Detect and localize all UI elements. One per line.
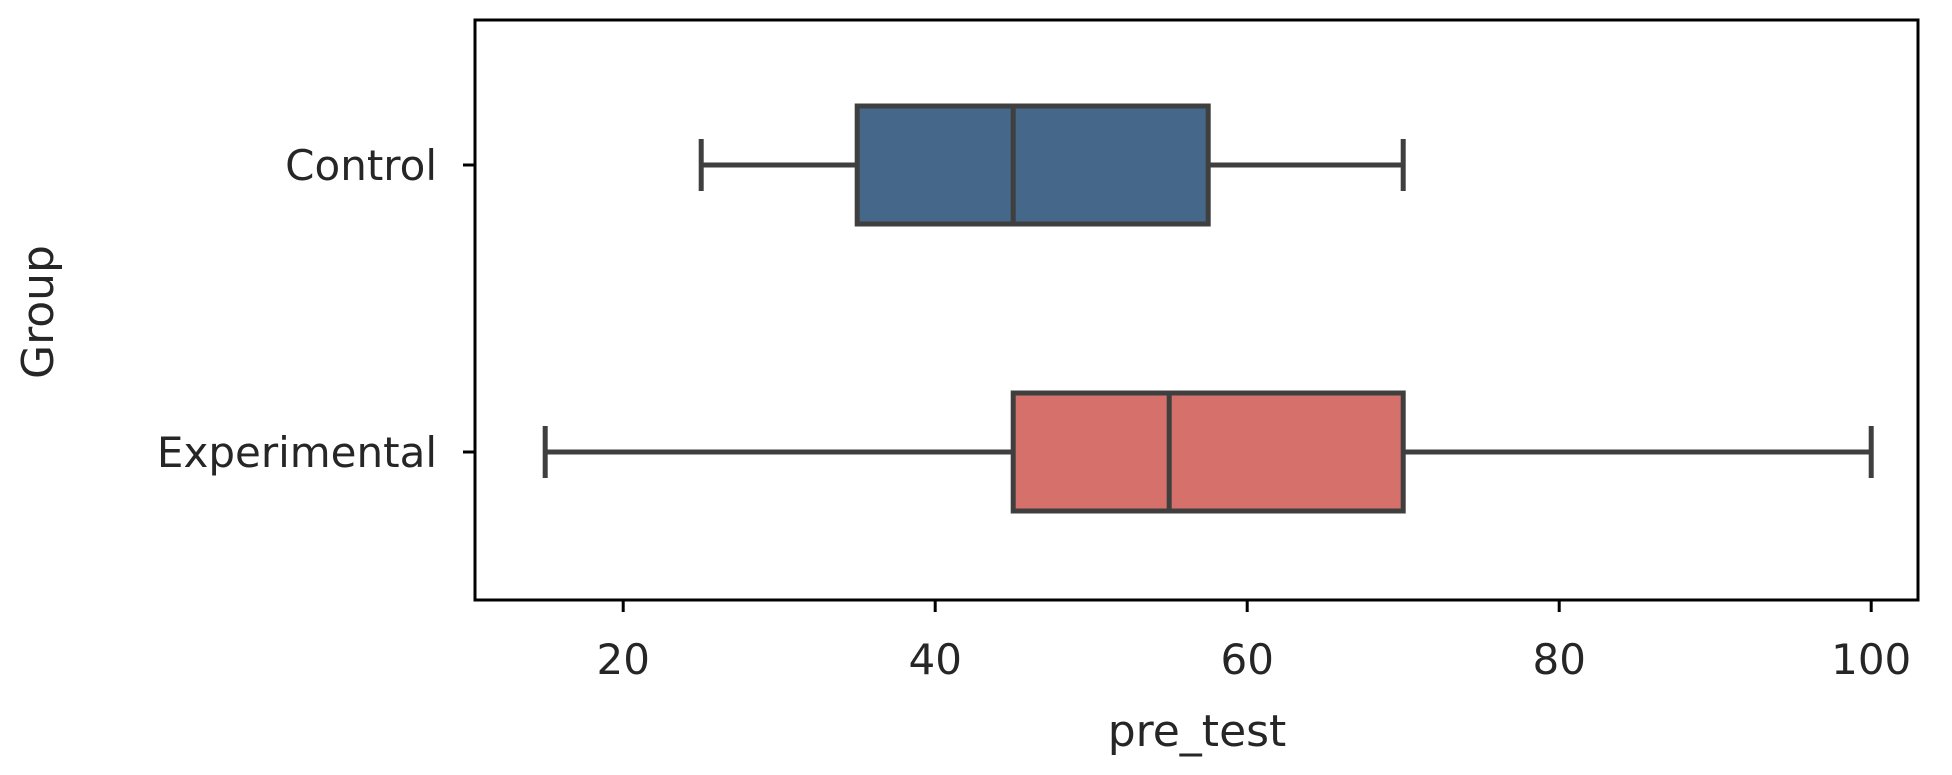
- iqr-box: [1010, 390, 1406, 514]
- x-tick-label: 80: [1532, 635, 1585, 684]
- box-control: [698, 103, 1406, 227]
- y-tick-label: Experimental: [157, 428, 437, 477]
- x-tick-label: 40: [908, 635, 961, 684]
- box-experimental: [542, 390, 1874, 514]
- x-tick-label: 20: [596, 635, 649, 684]
- y-tick-label: Control: [285, 141, 437, 190]
- x-tick-label: 100: [1831, 635, 1911, 684]
- x-axis: 20 40 60 80 100: [596, 600, 1911, 684]
- x-axis-label: pre_test: [1108, 706, 1287, 757]
- y-axis: Control Experimental: [157, 141, 475, 477]
- x-tick-label: 60: [1220, 635, 1273, 684]
- iqr-box: [854, 103, 1211, 227]
- boxes-layer: [542, 103, 1874, 514]
- plot-frame: [473, 18, 1920, 602]
- y-axis-label: Group: [13, 245, 64, 379]
